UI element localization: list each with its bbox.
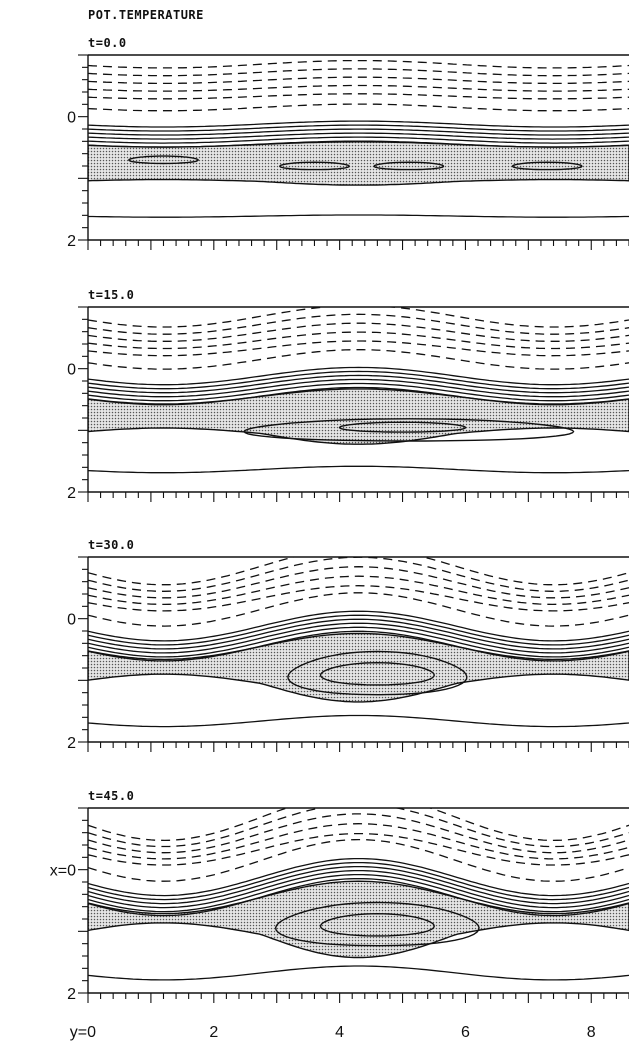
solid-contour xyxy=(88,128,629,136)
panel-2: 0 2 t=30.0 xyxy=(67,538,629,752)
core-contour xyxy=(274,901,480,947)
contour-area xyxy=(88,307,629,474)
dashed-contour xyxy=(88,823,629,860)
solid-contour xyxy=(88,370,629,390)
core-contour-inner xyxy=(338,421,467,433)
y-tick-label: 2 xyxy=(67,735,76,752)
dashed-contour xyxy=(88,93,629,100)
dashed-contour xyxy=(88,340,629,357)
core-contour xyxy=(373,161,445,171)
core-contour xyxy=(279,161,350,171)
solid-contour xyxy=(88,614,629,646)
x-tick-label: 8 xyxy=(587,1024,596,1041)
solid-contour xyxy=(88,378,629,398)
y-tick-label: 0 xyxy=(67,612,76,629)
solid-contour xyxy=(88,140,629,148)
core-contour xyxy=(511,161,583,171)
dashed-contour xyxy=(88,307,629,328)
dashed-contour xyxy=(88,566,629,599)
dashed-contour xyxy=(88,59,629,69)
y-tick-label: x=0 xyxy=(50,863,76,880)
y-tick-label: 2 xyxy=(67,233,76,250)
x-tick-label: 2 xyxy=(209,1024,218,1041)
dashed-contour xyxy=(88,832,629,866)
y-tick-label: 0 xyxy=(67,362,76,379)
dashed-contour xyxy=(88,322,629,342)
solid-contour xyxy=(88,124,629,132)
y-tick-label: 0 xyxy=(67,110,76,127)
solid-contour xyxy=(88,869,629,909)
solid-contour xyxy=(88,132,629,140)
lower-contour xyxy=(88,714,629,728)
panel-0: 0 2 t=0.0 xyxy=(67,36,629,250)
dashed-contour xyxy=(88,84,629,92)
dashdot-contour xyxy=(88,592,629,627)
solid-contour xyxy=(88,366,629,386)
core-contour xyxy=(128,155,199,165)
solid-contour xyxy=(88,622,629,654)
lower-contour xyxy=(88,465,629,474)
panel-label: t=30.0 xyxy=(88,538,134,552)
contour-area xyxy=(88,557,629,728)
dashed-contour xyxy=(88,68,629,77)
solid-contour xyxy=(88,873,629,913)
lower-contour xyxy=(88,214,629,218)
dashed-contour xyxy=(88,331,629,350)
solid-contour xyxy=(88,857,629,897)
dashed-contour xyxy=(88,808,629,848)
solid-contour xyxy=(88,374,629,394)
solid-contour xyxy=(88,626,629,658)
solid-contour xyxy=(88,136,629,144)
y-tick-label: 2 xyxy=(67,986,76,1003)
core-contour xyxy=(243,418,575,442)
solid-contour xyxy=(88,618,629,650)
x-tick-label: y=0 xyxy=(70,1024,96,1041)
solid-contour xyxy=(88,630,629,662)
dashed-contour xyxy=(88,585,629,612)
panel-label: t=15.0 xyxy=(88,288,134,302)
dashed-contour xyxy=(88,813,629,854)
solid-contour xyxy=(88,865,629,905)
panel-label: t=0.0 xyxy=(88,36,127,50)
solid-contour xyxy=(88,120,629,128)
core-contour xyxy=(287,650,468,696)
contour-area xyxy=(88,808,629,981)
solid-contour xyxy=(88,386,629,406)
solid-contour xyxy=(88,877,629,917)
lower-contour xyxy=(88,965,629,981)
panel-1: 0 2 t=15.0 xyxy=(67,288,629,502)
shaded-region xyxy=(88,632,629,703)
dashed-contour xyxy=(88,575,629,606)
solid-contour xyxy=(88,861,629,901)
chart-title: POT.TEMPERATURE xyxy=(88,8,204,22)
solid-contour xyxy=(88,382,629,402)
panel-3: x=0 2 t=45.0 xyxy=(50,789,629,1003)
x-tick-labels: y=0 2 4 6 8 xyxy=(70,1024,596,1041)
x-tick-label: 6 xyxy=(461,1024,470,1041)
dashed-contour xyxy=(88,808,629,842)
dashdot-contour xyxy=(88,838,629,882)
y-tick-label: 2 xyxy=(67,485,76,502)
dashed-contour xyxy=(88,76,629,85)
dashdot-contour xyxy=(88,103,629,112)
solid-contour xyxy=(88,610,629,642)
core-contour-inner xyxy=(319,661,435,686)
core-contour-inner xyxy=(319,912,435,937)
contour-area xyxy=(88,59,629,218)
dashed-contour xyxy=(88,557,629,586)
x-tick-label: 4 xyxy=(335,1024,344,1041)
dashed-contour xyxy=(88,313,629,335)
dashdot-contour xyxy=(88,349,629,370)
panel-label: t=45.0 xyxy=(88,789,134,803)
panels: 0 2 t=0.0 0 2 t=15.0 0 2 t=30.0 x=0 2 t=45.0 y=0 2 4 6 8 xyxy=(50,36,629,1041)
